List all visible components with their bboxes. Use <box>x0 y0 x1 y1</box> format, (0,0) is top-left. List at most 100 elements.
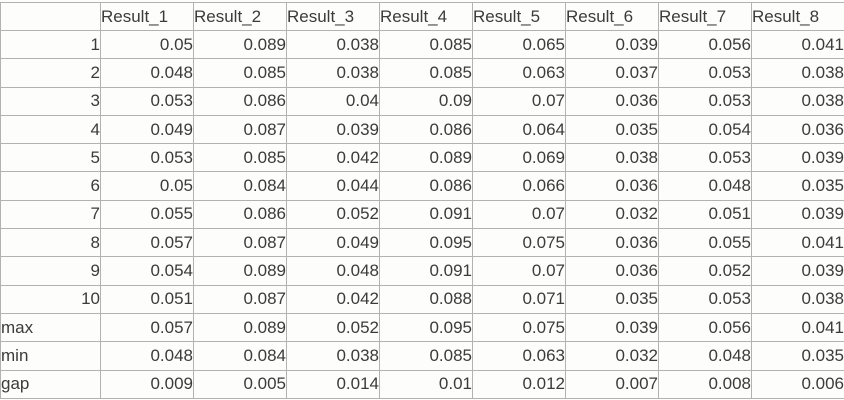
cell[interactable]: 0.095 <box>379 312 473 343</box>
cell[interactable]: 0.057 <box>100 228 194 258</box>
column-header-result_3[interactable]: Result_3 <box>286 2 380 31</box>
column-header-result_1[interactable]: Result_1 <box>100 2 194 31</box>
cell[interactable]: 0.051 <box>100 284 194 314</box>
cell[interactable]: 0.053 <box>658 86 752 116</box>
cell[interactable]: 0.07 <box>472 86 566 116</box>
cell[interactable]: 0.041 <box>751 228 844 258</box>
cell[interactable]: 0.086 <box>193 199 287 230</box>
cell[interactable]: 0.07 <box>472 256 566 286</box>
cell[interactable]: 0.05 <box>100 171 194 201</box>
cell[interactable]: 0.036 <box>565 86 659 116</box>
cell[interactable]: 0.039 <box>286 114 380 145</box>
cell[interactable]: 0.088 <box>379 284 473 314</box>
row-label[interactable]: 6 <box>0 171 101 201</box>
column-header-result_6[interactable]: Result_6 <box>565 2 659 31</box>
cell[interactable]: 0.048 <box>286 256 380 286</box>
cell[interactable]: 0.053 <box>658 58 752 88</box>
cell[interactable]: 0.039 <box>565 312 659 343</box>
column-header-result_5[interactable]: Result_5 <box>472 2 566 31</box>
cell[interactable]: 0.052 <box>658 256 752 286</box>
cell[interactable]: 0.055 <box>100 199 194 230</box>
cell[interactable]: 0.032 <box>565 199 659 230</box>
cell[interactable]: 0.055 <box>658 228 752 258</box>
cell[interactable]: 0.051 <box>658 199 752 230</box>
cell[interactable]: 0.056 <box>658 312 752 343</box>
row-label[interactable]: 5 <box>0 143 101 173</box>
cell[interactable]: 0.037 <box>565 58 659 88</box>
cell[interactable]: 0.038 <box>751 86 844 116</box>
column-header-result_8[interactable]: Result_8 <box>751 2 844 31</box>
cell[interactable]: 0.04 <box>286 86 380 116</box>
cell[interactable]: 0.086 <box>193 86 287 116</box>
cell[interactable]: 0.091 <box>379 199 473 230</box>
cell[interactable]: 0.087 <box>193 114 287 145</box>
cell[interactable]: 0.038 <box>565 143 659 173</box>
cell[interactable]: 0.086 <box>379 114 473 145</box>
cell[interactable]: 0.053 <box>100 86 194 116</box>
row-label[interactable]: min <box>0 341 101 371</box>
cell[interactable]: 0.066 <box>472 171 566 201</box>
cell[interactable]: 0.089 <box>193 29 287 60</box>
cell[interactable]: 0.038 <box>751 284 844 314</box>
cell[interactable]: 0.063 <box>472 341 566 371</box>
cell[interactable]: 0.035 <box>565 114 659 145</box>
cell[interactable]: 0.085 <box>193 58 287 88</box>
cell[interactable]: 0.042 <box>286 284 380 314</box>
cell[interactable]: 0.084 <box>193 341 287 371</box>
row-label[interactable]: 2 <box>0 58 101 88</box>
column-header-result_7[interactable]: Result_7 <box>658 2 752 31</box>
cell[interactable]: 0.039 <box>751 199 844 230</box>
row-label[interactable]: 3 <box>0 86 101 116</box>
cell[interactable]: 0.084 <box>193 171 287 201</box>
cell[interactable]: 0.048 <box>658 171 752 201</box>
cell[interactable]: 0.049 <box>100 114 194 145</box>
cell[interactable]: 0.056 <box>658 29 752 60</box>
cell[interactable]: 0.039 <box>751 143 844 173</box>
cell[interactable]: 0.038 <box>286 29 380 60</box>
cell[interactable]: 0.075 <box>472 312 566 343</box>
cell[interactable]: 0.095 <box>379 228 473 258</box>
corner-cell[interactable] <box>0 2 101 31</box>
cell[interactable]: 0.057 <box>100 312 194 343</box>
column-header-result_4[interactable]: Result_4 <box>379 2 473 31</box>
cell[interactable]: 0.065 <box>472 29 566 60</box>
cell[interactable]: 0.085 <box>379 29 473 60</box>
row-label[interactable]: 8 <box>0 228 101 258</box>
cell[interactable]: 0.042 <box>286 143 380 173</box>
cell[interactable]: 0.005 <box>193 369 287 400</box>
cell[interactable]: 0.035 <box>565 284 659 314</box>
cell[interactable]: 0.038 <box>286 341 380 371</box>
cell[interactable]: 0.041 <box>751 312 844 343</box>
cell[interactable]: 0.09 <box>379 86 473 116</box>
cell[interactable]: 0.087 <box>193 228 287 258</box>
cell[interactable]: 0.035 <box>751 341 844 371</box>
row-label[interactable]: 4 <box>0 114 101 145</box>
row-label[interactable]: 10 <box>0 284 101 314</box>
cell[interactable]: 0.085 <box>379 58 473 88</box>
cell[interactable]: 0.085 <box>193 143 287 173</box>
row-label[interactable]: max <box>0 312 101 343</box>
cell[interactable]: 0.006 <box>751 369 844 400</box>
cell[interactable]: 0.052 <box>286 199 380 230</box>
cell[interactable]: 0.064 <box>472 114 566 145</box>
row-label[interactable]: 1 <box>0 29 101 60</box>
cell[interactable]: 0.009 <box>100 369 194 400</box>
cell[interactable]: 0.044 <box>286 171 380 201</box>
cell[interactable]: 0.085 <box>379 341 473 371</box>
cell[interactable]: 0.054 <box>100 256 194 286</box>
cell[interactable]: 0.089 <box>193 312 287 343</box>
cell[interactable]: 0.089 <box>193 256 287 286</box>
cell[interactable]: 0.01 <box>379 369 473 400</box>
cell[interactable]: 0.086 <box>379 171 473 201</box>
cell[interactable]: 0.048 <box>658 341 752 371</box>
cell[interactable]: 0.069 <box>472 143 566 173</box>
cell[interactable]: 0.012 <box>472 369 566 400</box>
row-label[interactable]: 9 <box>0 256 101 286</box>
cell[interactable]: 0.035 <box>751 171 844 201</box>
cell[interactable]: 0.036 <box>565 256 659 286</box>
cell[interactable]: 0.049 <box>286 228 380 258</box>
cell[interactable]: 0.075 <box>472 228 566 258</box>
row-label[interactable]: 7 <box>0 199 101 230</box>
cell[interactable]: 0.048 <box>100 58 194 88</box>
row-label[interactable]: gap <box>0 369 101 400</box>
